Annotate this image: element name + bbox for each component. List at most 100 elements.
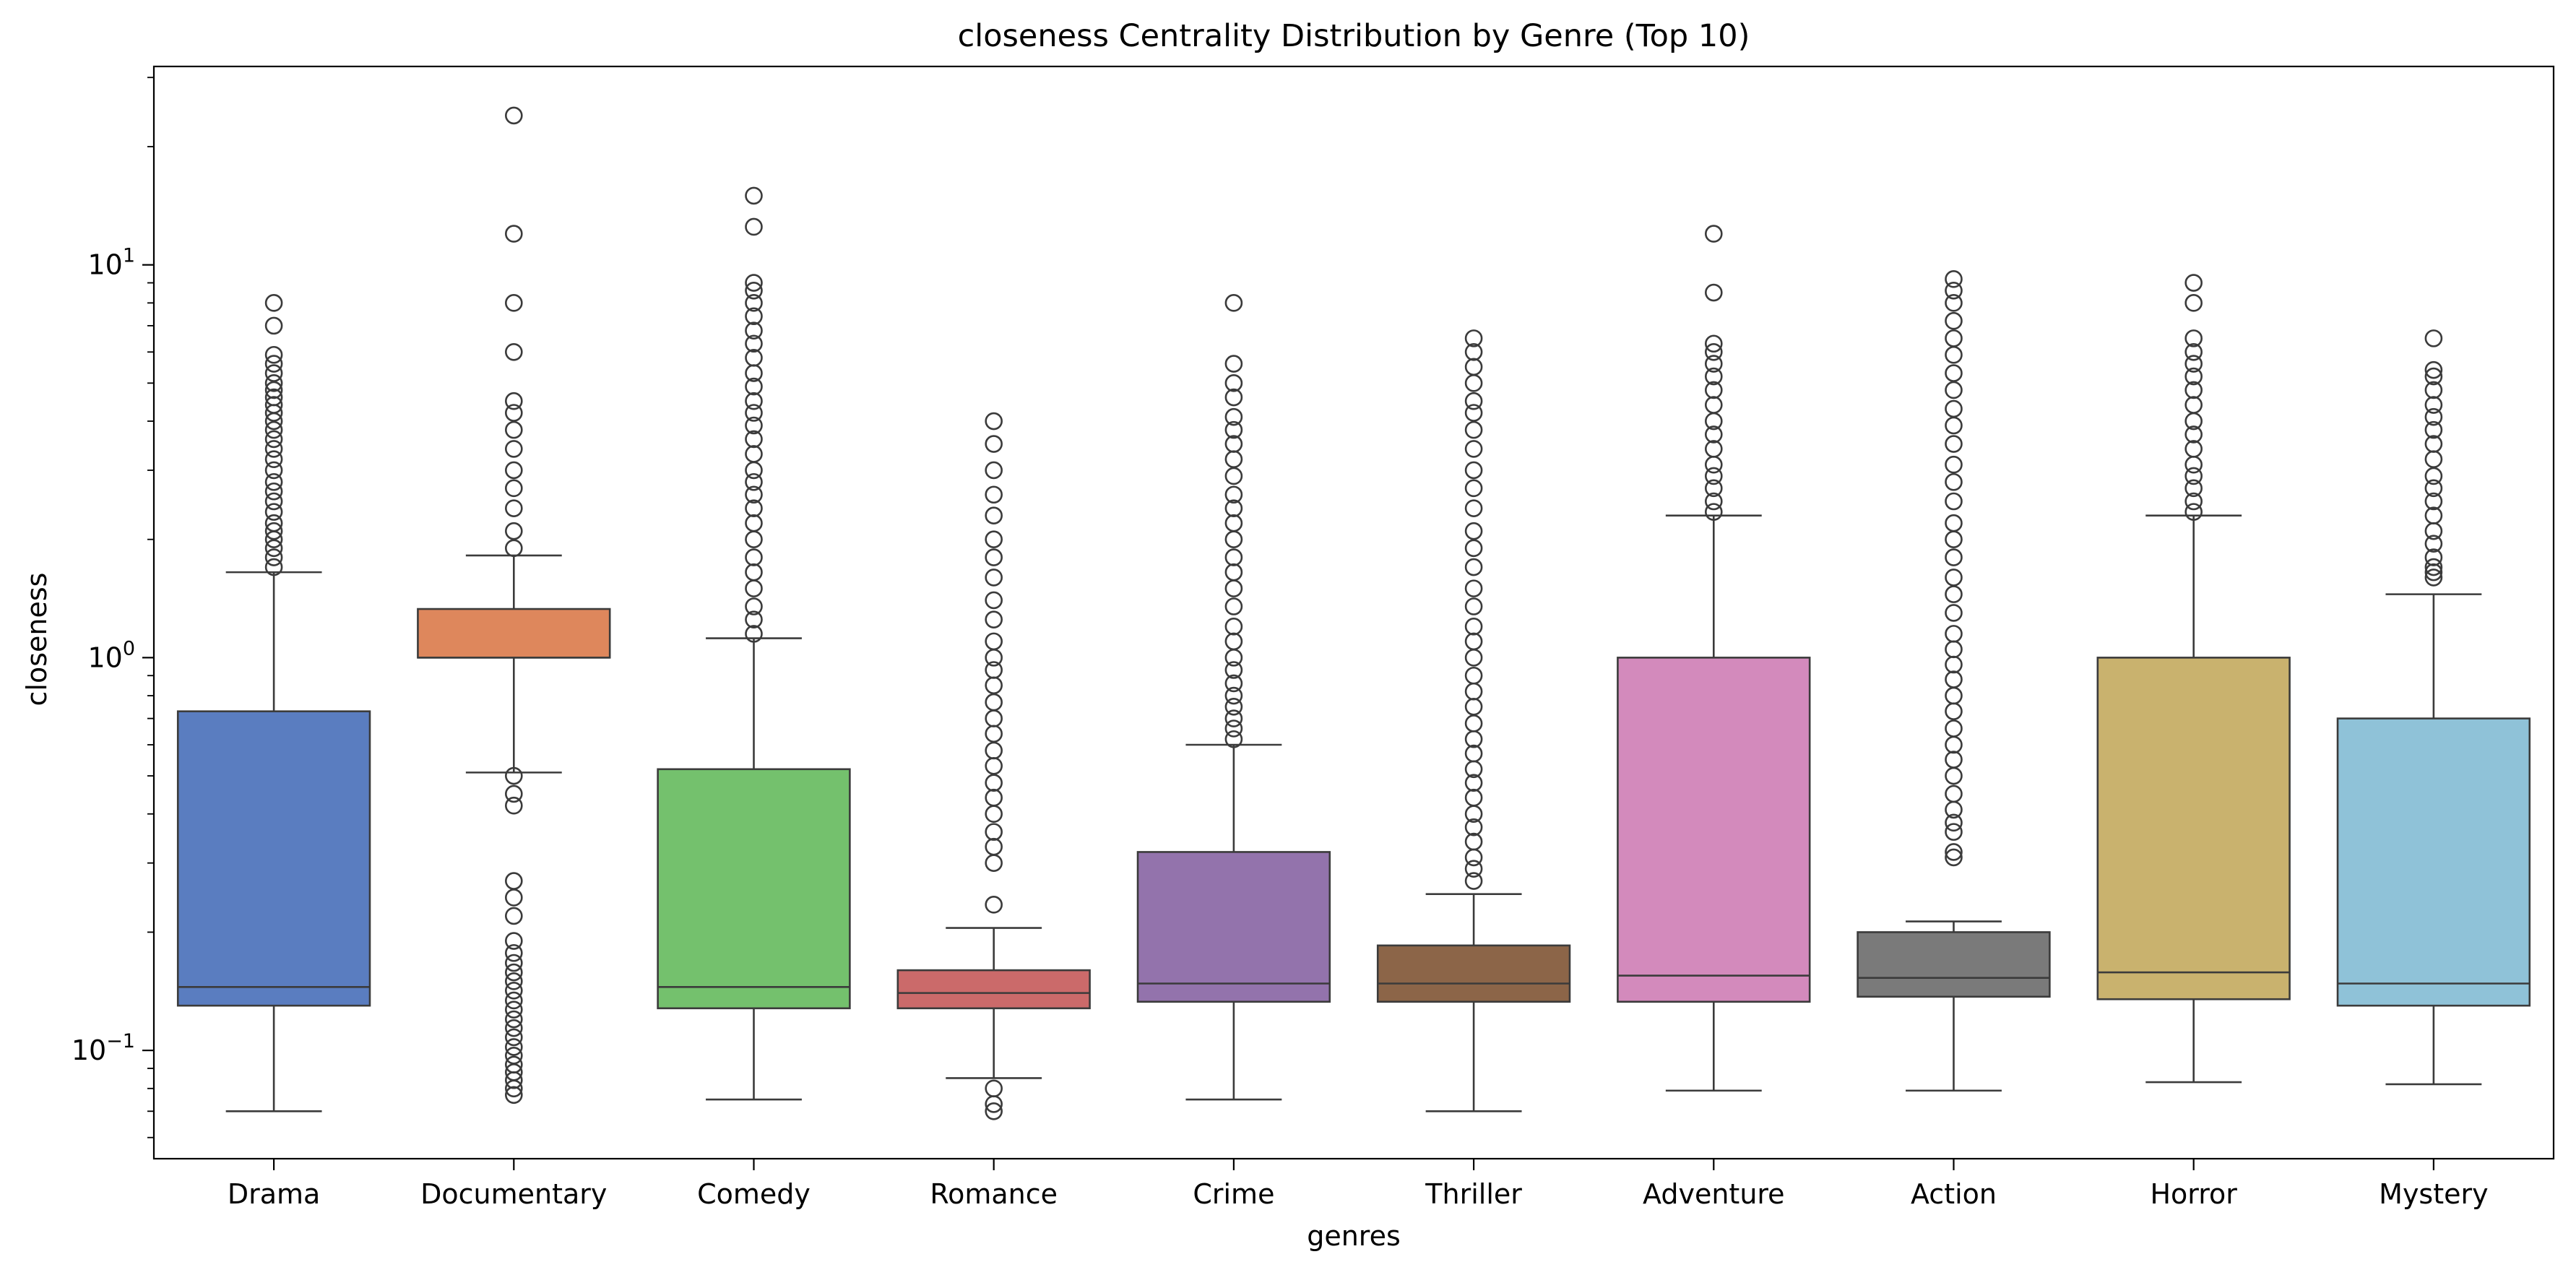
outlier-point (1945, 686, 1963, 705)
outlier-point (1464, 597, 1483, 615)
outlier-point (504, 872, 523, 890)
outlier-point (1705, 467, 1723, 485)
outlier-point (504, 499, 523, 517)
outlier-point (745, 530, 763, 548)
outlier-point (1464, 848, 1483, 867)
outlier-point (1705, 355, 1723, 373)
outlier-point (1945, 848, 1963, 867)
outlier-point (985, 649, 1003, 667)
outlier-point (504, 461, 523, 480)
outlier-point (985, 774, 1003, 792)
outlier-point (1945, 311, 1963, 330)
plot-area: 10−1 100 101 Drama Documentary Comedy Romance C… (72, 65, 2555, 1210)
outlier-point (1224, 467, 1243, 485)
outlier-point (504, 1046, 523, 1065)
outlier-point (745, 274, 763, 292)
outlier-point (264, 316, 283, 335)
outlier-point (2184, 492, 2203, 511)
outlier-point (1945, 655, 1963, 674)
outlier-point (504, 1055, 523, 1074)
outlier-point (504, 991, 523, 1010)
outlier-point (264, 294, 283, 312)
outlier-point (985, 709, 1003, 727)
x-tick-label: Mystery (2379, 1178, 2488, 1210)
outlier-point (985, 435, 1003, 453)
chart-title: closeness Centrality Distribution by Gen… (958, 18, 1750, 54)
outlier-point (1224, 450, 1243, 469)
outlier-point (504, 420, 523, 439)
box-thriller (1376, 944, 1571, 1003)
outlier-point (985, 725, 1003, 743)
outlier-point (1224, 499, 1243, 517)
outlier-point (1224, 649, 1243, 667)
outlier-point (745, 186, 763, 205)
outlier-point (1224, 485, 1243, 504)
outlier-point (1945, 270, 1963, 288)
outlier-point (1945, 751, 1963, 769)
outlier-point (2184, 455, 2203, 474)
outlier-point (2184, 503, 2203, 521)
outlier-point (1464, 420, 1483, 439)
outlier-point (745, 445, 763, 463)
outlier-point (745, 563, 763, 582)
outlier-point (985, 1102, 1003, 1120)
outlier-point (2424, 506, 2443, 524)
outlier-point (2424, 360, 2443, 379)
outlier-point (1224, 709, 1243, 727)
outlier-point (2424, 492, 2443, 511)
outlier-point (1224, 355, 1243, 373)
outlier-point (1464, 618, 1483, 636)
outlier-point (2184, 329, 2203, 347)
outlier-point (504, 1028, 523, 1047)
outlier-point (264, 440, 283, 458)
outlier-point (2424, 329, 2443, 347)
outlier-point (1945, 364, 1963, 382)
outlier-point (1224, 435, 1243, 453)
outlier-point (1464, 374, 1483, 392)
box-documentary (417, 608, 611, 659)
outlier-point (1464, 404, 1483, 422)
outlier-point (1224, 530, 1243, 548)
outlier-point (985, 837, 1003, 856)
outlier-point (1224, 407, 1243, 426)
outlier-point (1464, 461, 1483, 480)
outlier-point (985, 823, 1003, 841)
outlier-point (504, 766, 523, 785)
outlier-point (985, 632, 1003, 651)
outlier-point (264, 461, 283, 480)
outlier-point (1224, 548, 1243, 566)
outlier-point (2184, 274, 2203, 292)
outlier-point (985, 756, 1003, 775)
outlier-point (1464, 632, 1483, 651)
outlier-point (504, 522, 523, 540)
outlier-point (1705, 225, 1723, 243)
outlier-point (1464, 860, 1483, 878)
outlier-point (745, 334, 763, 353)
outlier-point (745, 281, 763, 300)
outlier-point (2184, 396, 2203, 414)
outlier-point (1464, 649, 1483, 667)
outlier-point (504, 932, 523, 950)
outlier-point (985, 805, 1003, 824)
outlier-point (1464, 440, 1483, 458)
outlier-point (985, 548, 1003, 566)
outlier-point (1464, 714, 1483, 732)
outlier-point (745, 348, 763, 367)
outlier-point (1224, 618, 1243, 636)
outlier-point (745, 307, 763, 326)
outlier-point (264, 374, 283, 392)
box-comedy (657, 768, 851, 1010)
outlier-point (1705, 381, 1723, 399)
outlier-point (1464, 499, 1483, 517)
x-tick-label: Romance (930, 1178, 1058, 1210)
outlier-point (1464, 744, 1483, 763)
outlier-point (2424, 367, 2443, 386)
outlier-point (264, 450, 283, 469)
outlier-point (2424, 558, 2443, 576)
outlier-point (504, 1019, 523, 1037)
outlier-point (264, 558, 283, 576)
outlier-point (985, 530, 1003, 548)
outlier-point (264, 492, 283, 511)
box-action (1857, 931, 2051, 998)
